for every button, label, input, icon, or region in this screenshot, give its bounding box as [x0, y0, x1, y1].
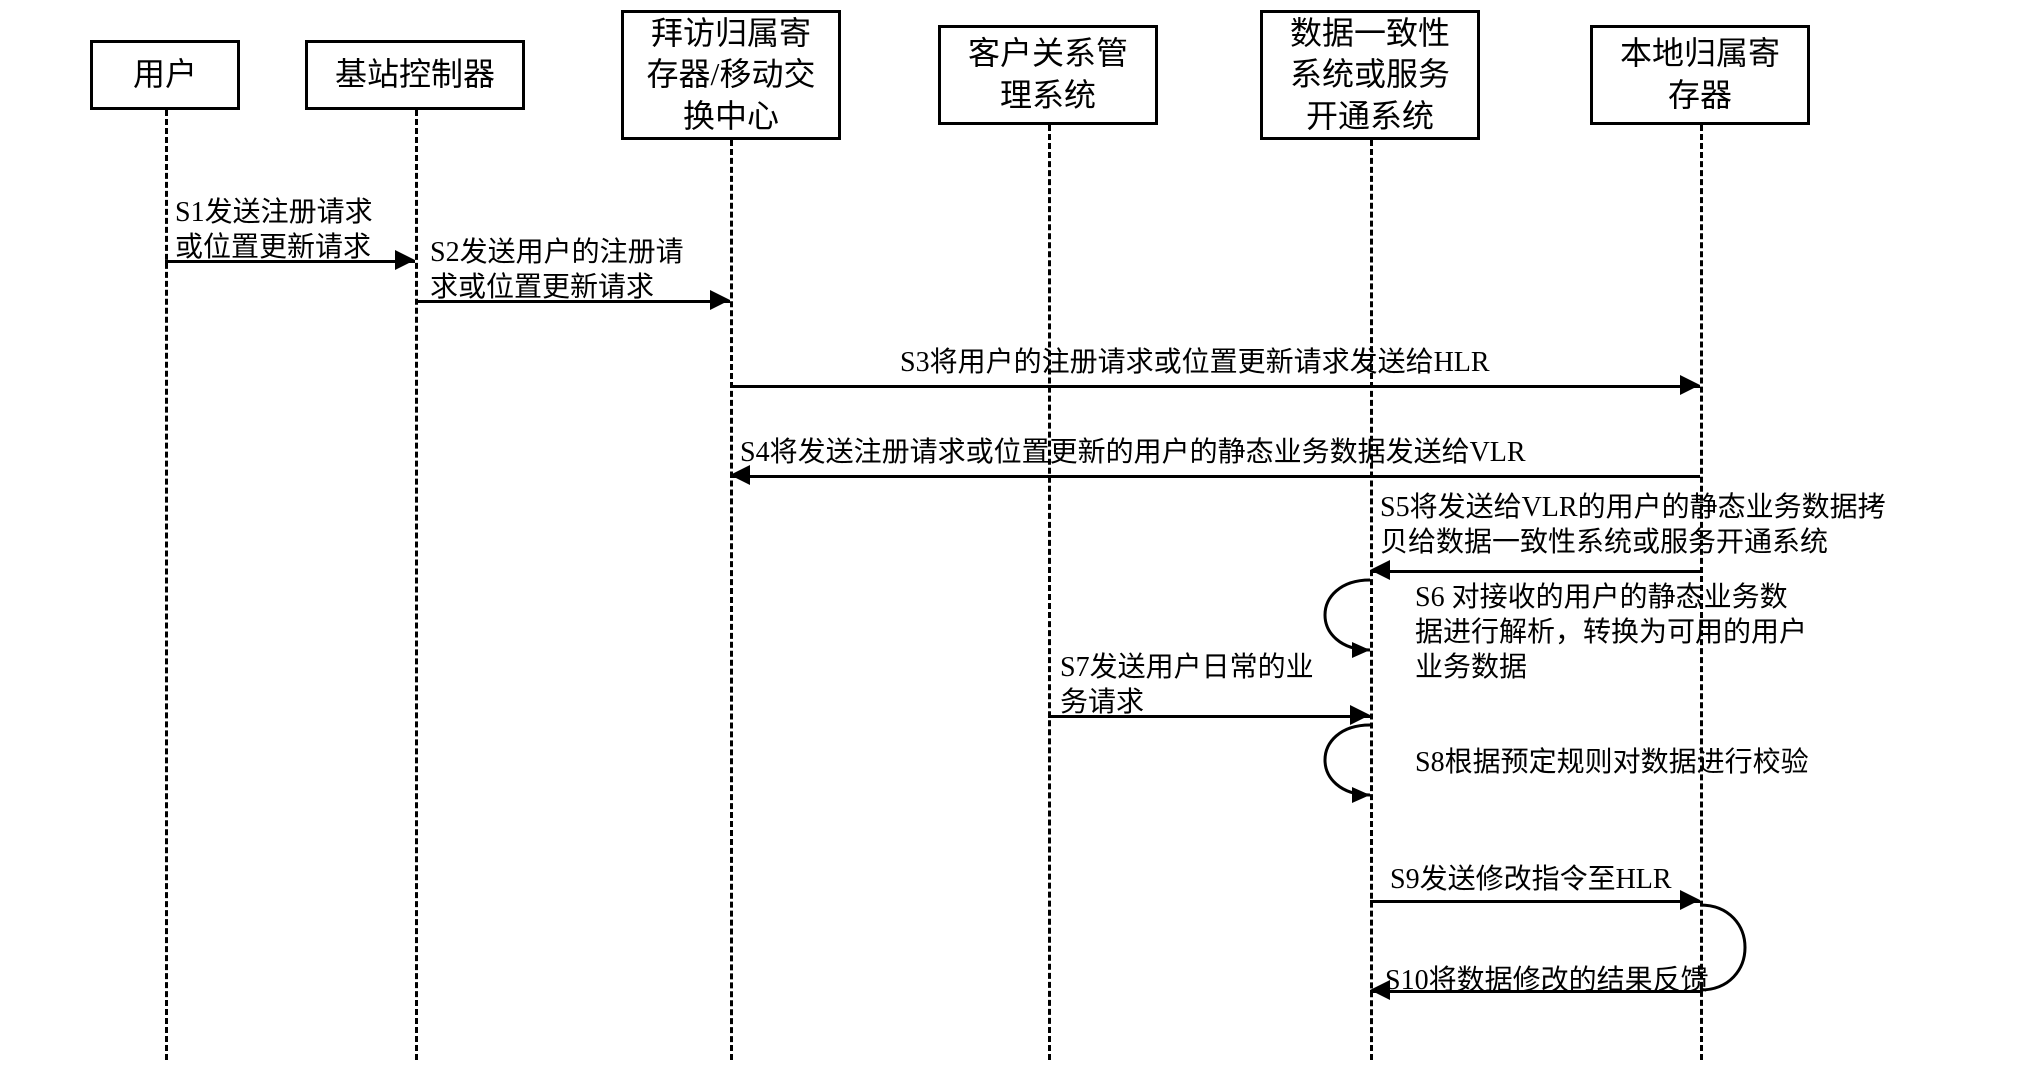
- msg-label-s7: S7发送用户日常的业 务请求: [1060, 650, 1314, 720]
- msg-label-s5: S5将发送给VLR的用户的静态业务数据拷 贝给数据一致性系统或服务开通系统: [1380, 490, 1886, 560]
- lifeline-line-bsc: [415, 110, 418, 1060]
- arrow-head-s9: [1680, 890, 1700, 910]
- lifeline-dcs-label: 数据一致性 系统或服务 开通系统: [1275, 13, 1465, 138]
- lifeline-user: 用户: [90, 40, 240, 110]
- lifeline-bsc: 基站控制器: [305, 40, 525, 110]
- arrow-s9: [1370, 900, 1700, 903]
- lifeline-line-crm: [1048, 125, 1051, 1060]
- arrow-head-s1: [395, 250, 415, 270]
- self-arc-s8: [1300, 715, 1370, 805]
- msg-label-s9: S9发送修改指令至HLR: [1390, 862, 1672, 897]
- arrow-head-s3: [1680, 375, 1700, 395]
- msg-label-s3: S3将用户的注册请求或位置更新请求发送给HLR: [900, 345, 1490, 380]
- arrow-head-s2: [710, 290, 730, 310]
- self-arc-s6: [1300, 570, 1370, 660]
- arrow-head-s5: [1370, 560, 1390, 580]
- arrow-s5: [1370, 570, 1700, 573]
- lifeline-vlr-label: 拜访归属寄 存器/移动交 换中心: [636, 13, 826, 138]
- arrow-s3: [730, 385, 1700, 388]
- arc-s10: [1700, 895, 1770, 1000]
- lifeline-crm-label: 客户关系管 理系统: [953, 33, 1143, 116]
- lifeline-line-dcs: [1370, 140, 1373, 1060]
- lifeline-hlr: 本地归属寄 存器: [1590, 25, 1810, 125]
- msg-label-s10: S10将数据修改的结果反馈: [1385, 963, 1709, 998]
- msg-label-s1: S1发送注册请求 或位置更新请求: [175, 195, 373, 265]
- msg-label-s4: S4将发送注册请求或位置更新的用户的静态业务数据发送给VLR: [740, 435, 1526, 470]
- lifeline-bsc-label: 基站控制器: [335, 54, 495, 96]
- arrow-s4: [730, 475, 1700, 478]
- lifeline-user-label: 用户: [133, 54, 197, 96]
- lifeline-dcs: 数据一致性 系统或服务 开通系统: [1260, 10, 1480, 140]
- lifeline-line-user: [165, 110, 168, 1060]
- msg-label-s6: S6 对接收的用户的静态业务数 据进行解析，转换为可用的用户 业务数据: [1415, 580, 1807, 685]
- msg-label-s2: S2发送用户的注册请 求或位置更新请求: [430, 235, 684, 305]
- lifeline-vlr: 拜访归属寄 存器/移动交 换中心: [621, 10, 841, 140]
- msg-label-s8: S8根据预定规则对数据进行校验: [1415, 745, 1809, 780]
- lifeline-hlr-label: 本地归属寄 存器: [1605, 33, 1795, 116]
- lifeline-crm: 客户关系管 理系统: [938, 25, 1158, 125]
- lifeline-line-vlr: [730, 140, 733, 1060]
